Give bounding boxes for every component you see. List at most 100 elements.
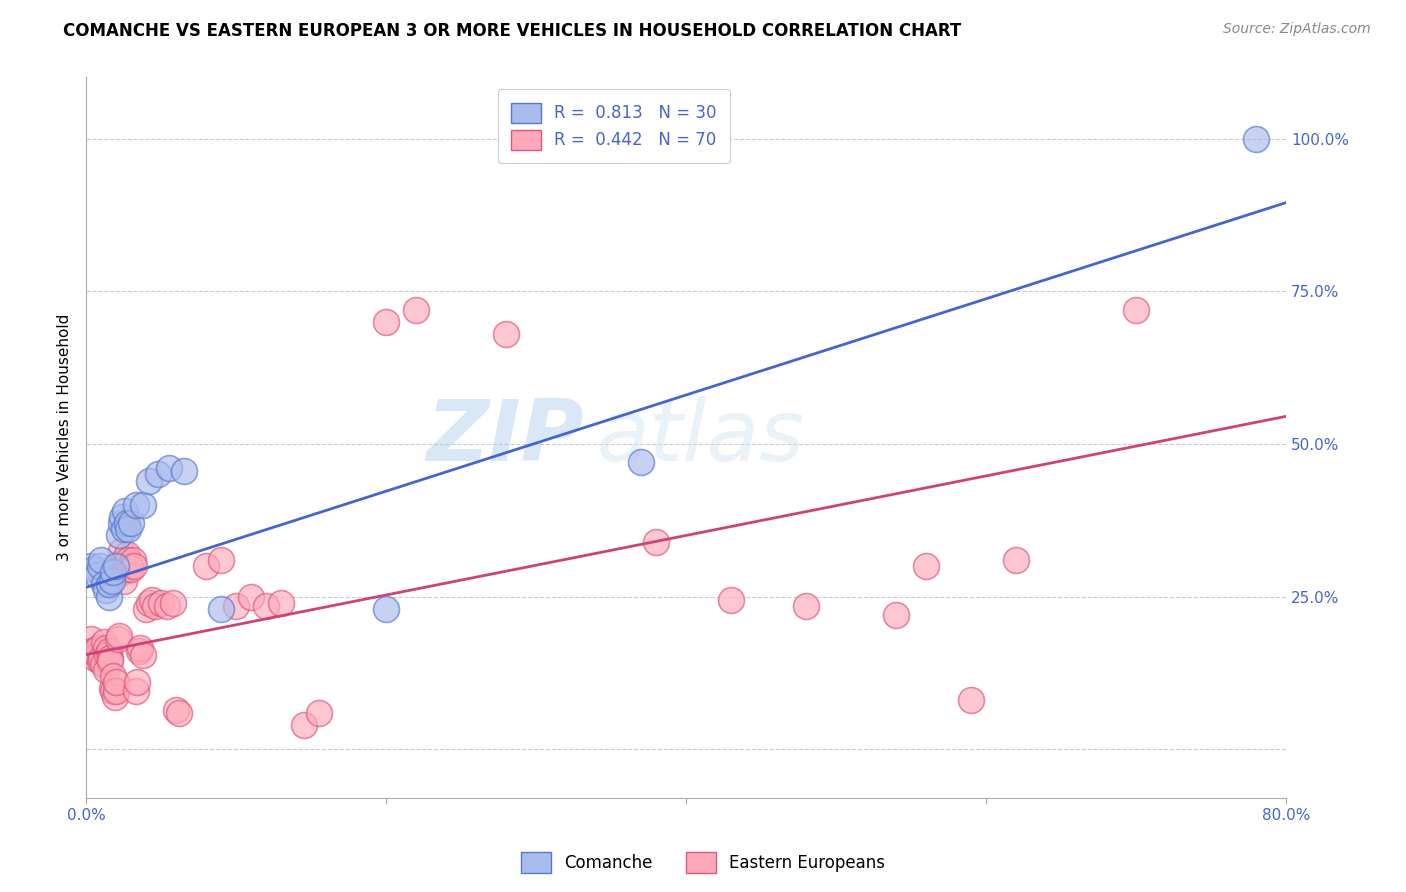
Point bbox=[112, 553, 135, 567]
Point bbox=[114, 562, 136, 576]
Point bbox=[90, 553, 112, 567]
Point bbox=[115, 547, 138, 561]
Point bbox=[105, 684, 128, 698]
Legend: Comanche, Eastern Europeans: Comanche, Eastern Europeans bbox=[515, 846, 891, 880]
Point bbox=[93, 577, 115, 591]
Point bbox=[112, 522, 135, 536]
Text: COMANCHE VS EASTERN EUROPEAN 3 OR MORE VEHICLES IN HOUSEHOLD CORRELATION CHART: COMANCHE VS EASTERN EUROPEAN 3 OR MORE V… bbox=[63, 22, 962, 40]
Point bbox=[141, 592, 163, 607]
Point bbox=[108, 629, 131, 643]
Point bbox=[195, 559, 218, 574]
Point bbox=[495, 326, 517, 341]
Point bbox=[97, 644, 120, 658]
Point bbox=[115, 556, 138, 570]
Point bbox=[209, 553, 232, 567]
Point bbox=[90, 650, 112, 665]
Point bbox=[720, 592, 742, 607]
Point bbox=[167, 706, 190, 720]
Point bbox=[94, 583, 117, 598]
Point bbox=[97, 590, 120, 604]
Point bbox=[165, 702, 187, 716]
Point bbox=[128, 644, 150, 658]
Point bbox=[110, 543, 132, 558]
Point bbox=[630, 455, 652, 469]
Point bbox=[120, 562, 142, 576]
Point bbox=[111, 510, 134, 524]
Y-axis label: 3 or more Vehicles in Household: 3 or more Vehicles in Household bbox=[58, 314, 72, 561]
Point bbox=[1005, 553, 1028, 567]
Point bbox=[173, 464, 195, 478]
Point bbox=[138, 596, 160, 610]
Point bbox=[129, 641, 152, 656]
Point bbox=[292, 718, 315, 732]
Point bbox=[110, 559, 132, 574]
Point bbox=[254, 599, 277, 613]
Point bbox=[112, 574, 135, 589]
Point bbox=[117, 522, 139, 536]
Point bbox=[96, 648, 118, 662]
Point bbox=[100, 574, 122, 589]
Point bbox=[960, 693, 983, 707]
Point bbox=[98, 654, 121, 668]
Point bbox=[79, 559, 101, 574]
Point bbox=[94, 641, 117, 656]
Point bbox=[108, 528, 131, 542]
Point bbox=[124, 684, 146, 698]
Point bbox=[91, 657, 114, 671]
Point bbox=[375, 315, 398, 329]
Point bbox=[645, 534, 668, 549]
Point bbox=[240, 590, 263, 604]
Text: ZIP: ZIP bbox=[426, 396, 583, 479]
Point bbox=[86, 568, 108, 582]
Point bbox=[138, 474, 160, 488]
Point bbox=[89, 654, 111, 668]
Point bbox=[1125, 302, 1147, 317]
Point bbox=[270, 596, 292, 610]
Point bbox=[121, 553, 143, 567]
Text: Source: ZipAtlas.com: Source: ZipAtlas.com bbox=[1223, 22, 1371, 37]
Point bbox=[105, 675, 128, 690]
Point bbox=[86, 648, 108, 662]
Point bbox=[100, 681, 122, 695]
Point bbox=[89, 559, 111, 574]
Point bbox=[118, 559, 141, 574]
Point bbox=[115, 516, 138, 531]
Point bbox=[80, 644, 103, 658]
Point bbox=[83, 644, 105, 658]
Point bbox=[101, 684, 124, 698]
Point bbox=[156, 599, 179, 613]
Point bbox=[157, 461, 180, 475]
Point bbox=[98, 650, 121, 665]
Point bbox=[794, 599, 817, 613]
Point bbox=[103, 690, 125, 705]
Text: atlas: atlas bbox=[596, 396, 804, 479]
Point bbox=[150, 596, 173, 610]
Point bbox=[884, 607, 907, 622]
Point bbox=[105, 559, 128, 574]
Point bbox=[143, 599, 166, 613]
Point bbox=[101, 565, 124, 579]
Point bbox=[132, 648, 155, 662]
Point bbox=[97, 577, 120, 591]
Point bbox=[84, 650, 107, 665]
Point bbox=[94, 663, 117, 677]
Point bbox=[110, 516, 132, 531]
Point bbox=[93, 635, 115, 649]
Point bbox=[132, 498, 155, 512]
Point bbox=[225, 599, 247, 613]
Point bbox=[308, 706, 330, 720]
Point bbox=[405, 302, 427, 317]
Point bbox=[79, 632, 101, 647]
Point bbox=[117, 553, 139, 567]
Point bbox=[375, 601, 398, 615]
Point bbox=[83, 562, 105, 576]
Point bbox=[111, 565, 134, 579]
Point bbox=[87, 641, 110, 656]
Point bbox=[209, 601, 232, 615]
Point bbox=[1244, 131, 1267, 145]
Point bbox=[114, 504, 136, 518]
Point bbox=[124, 498, 146, 512]
Point bbox=[107, 632, 129, 647]
Legend: R =  0.813   N = 30, R =  0.442   N = 70: R = 0.813 N = 30, R = 0.442 N = 70 bbox=[498, 89, 730, 163]
Point bbox=[162, 596, 184, 610]
